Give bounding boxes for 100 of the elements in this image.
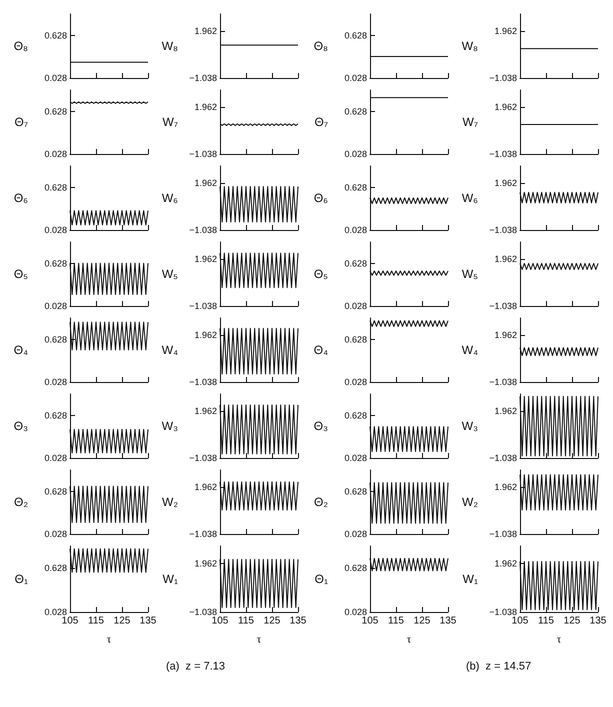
y-axis-title: Θ₂ bbox=[314, 495, 328, 509]
y-axis-title: Θ₄ bbox=[14, 343, 28, 357]
y-tick-label: 0.628 bbox=[344, 182, 367, 192]
y-tick-label: 0.628 bbox=[344, 258, 367, 268]
y-axis-title: Θ₂ bbox=[14, 495, 28, 509]
y-tick-label: 0.028 bbox=[344, 225, 367, 235]
y-tick-label: −1.038 bbox=[489, 529, 517, 539]
x-tick-label: 115 bbox=[88, 616, 104, 626]
y-tick-label: 0.628 bbox=[44, 410, 67, 420]
x-tick-label: 135 bbox=[590, 616, 607, 626]
y-tick-label: 0.028 bbox=[344, 529, 367, 539]
y-axis-title: W₄ bbox=[462, 343, 478, 357]
y-axis-title: W₃ bbox=[162, 419, 178, 433]
y-tick-label: 1.962 bbox=[494, 482, 517, 492]
y-tick-label: 0.628 bbox=[344, 334, 367, 344]
x-axis-title: τ bbox=[406, 634, 412, 646]
x-tick-label: 135 bbox=[440, 616, 457, 626]
x-tick-label: 115 bbox=[538, 616, 554, 626]
x-axis-title: τ bbox=[256, 634, 262, 646]
y-tick-label: −1.038 bbox=[189, 529, 217, 539]
y-axis-title: W₁ bbox=[462, 572, 478, 586]
y-axis-title: Θ₃ bbox=[314, 419, 328, 433]
y-tick-label: 0.028 bbox=[344, 453, 367, 463]
x-tick-label: 105 bbox=[62, 616, 79, 626]
x-tick-label: 125 bbox=[114, 616, 131, 626]
y-tick-label: −1.038 bbox=[189, 377, 217, 387]
x-tick-label: 135 bbox=[140, 616, 157, 626]
y-axis-title: W₅ bbox=[162, 267, 178, 281]
y-tick-label: 0.028 bbox=[44, 73, 67, 83]
x-tick-label: 115 bbox=[388, 616, 404, 626]
y-tick-label: 1.962 bbox=[494, 558, 517, 569]
text: (b) z = 14.57 bbox=[466, 660, 532, 672]
y-tick-label: 0.028 bbox=[44, 149, 67, 159]
y-tick-label: 0.028 bbox=[44, 225, 67, 235]
y-tick-label: −1.038 bbox=[189, 607, 217, 617]
y-tick-label: 0.028 bbox=[344, 73, 367, 83]
x-axis-title: τ bbox=[556, 634, 562, 646]
y-axis-title: W₇ bbox=[462, 115, 478, 129]
x-tick-label: 125 bbox=[414, 616, 431, 626]
y-axis-title: W₂ bbox=[462, 495, 478, 509]
y-tick-label: 1.962 bbox=[194, 26, 217, 36]
y-tick-label: 0.628 bbox=[44, 486, 67, 496]
y-tick-label: 1.962 bbox=[194, 178, 217, 188]
y-axis-title: Θ₅ bbox=[14, 267, 28, 281]
y-tick-label: 0.628 bbox=[344, 106, 367, 116]
y-tick-label: −1.038 bbox=[189, 225, 217, 235]
y-tick-label: 0.628 bbox=[344, 563, 367, 573]
y-tick-label: −1.038 bbox=[489, 607, 517, 617]
y-tick-label: −1.038 bbox=[189, 301, 217, 311]
y-tick-label: −1.038 bbox=[489, 73, 517, 83]
y-tick-label: 1.962 bbox=[494, 254, 517, 264]
y-tick-label: 0.028 bbox=[44, 377, 67, 387]
x-tick-label: 105 bbox=[512, 616, 529, 626]
y-axis-title: W₇ bbox=[162, 115, 178, 129]
y-tick-label: −1.038 bbox=[189, 73, 217, 83]
y-axis-title: Θ₄ bbox=[314, 343, 328, 357]
y-axis-title: Θ₈ bbox=[314, 39, 328, 53]
x-tick-label: 105 bbox=[212, 616, 229, 626]
y-axis-title: Θ₆ bbox=[14, 191, 28, 205]
y-axis-title: W₆ bbox=[462, 191, 478, 205]
y-axis-title: Θ₈ bbox=[14, 39, 28, 53]
y-axis-title: W₆ bbox=[162, 191, 178, 205]
y-tick-label: 0.028 bbox=[344, 301, 367, 311]
y-tick-label: 1.962 bbox=[194, 558, 217, 569]
y-axis-title: W₈ bbox=[162, 39, 178, 53]
x-tick-label: 115 bbox=[238, 616, 254, 626]
y-tick-label: 0.628 bbox=[344, 410, 367, 420]
y-tick-label: −1.038 bbox=[489, 377, 517, 387]
y-tick-label: 0.028 bbox=[44, 301, 67, 311]
y-tick-label: 0.628 bbox=[44, 258, 67, 268]
y-tick-label: −1.038 bbox=[189, 149, 217, 159]
y-axis-title: W₅ bbox=[462, 267, 478, 281]
y-tick-label: 0.628 bbox=[344, 486, 367, 496]
y-tick-label: 1.962 bbox=[194, 406, 217, 416]
x-tick-label: 105 bbox=[362, 616, 379, 626]
y-tick-label: 0.028 bbox=[44, 529, 67, 539]
y-tick-label: −1.038 bbox=[489, 149, 517, 159]
y-tick-label: 0.028 bbox=[344, 607, 367, 617]
y-axis-title: Θ₃ bbox=[14, 419, 28, 433]
x-axis-title: τ bbox=[106, 634, 112, 646]
y-tick-label: 1.962 bbox=[494, 178, 517, 188]
y-axis-title: W₁ bbox=[162, 572, 178, 586]
y-axis-title: W₈ bbox=[462, 39, 478, 53]
y-tick-label: 1.962 bbox=[494, 26, 517, 36]
y-tick-label: 1.962 bbox=[194, 254, 217, 264]
y-axis-title: Θ₆ bbox=[314, 191, 328, 205]
y-tick-label: 1.962 bbox=[194, 482, 217, 492]
y-axis-title: W₄ bbox=[162, 343, 178, 357]
y-axis-title: Θ₅ bbox=[314, 267, 328, 281]
y-tick-label: 1.962 bbox=[494, 406, 517, 416]
y-axis-title: W₃ bbox=[462, 419, 478, 433]
y-tick-label: −1.038 bbox=[189, 453, 217, 463]
y-tick-label: 0.628 bbox=[344, 30, 367, 40]
y-tick-label: −1.038 bbox=[489, 453, 517, 463]
y-tick-label: 0.028 bbox=[44, 453, 67, 463]
y-tick-label: 0.628 bbox=[44, 30, 67, 40]
y-axis-title: W₂ bbox=[162, 495, 178, 509]
y-tick-label: 1.962 bbox=[194, 102, 217, 112]
y-axis-title: Θ₇ bbox=[314, 115, 328, 129]
y-tick-label: −1.038 bbox=[489, 301, 517, 311]
